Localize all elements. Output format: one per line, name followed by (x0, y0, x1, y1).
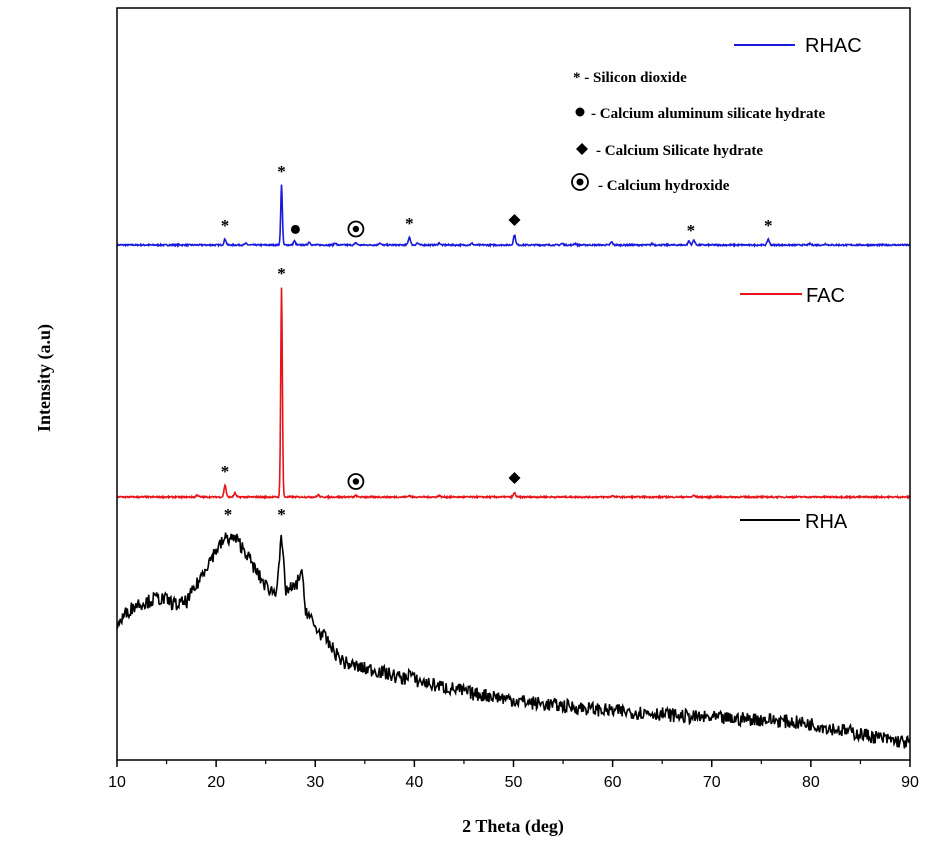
x-tick-label-30: 30 (306, 774, 324, 791)
key-ringed-dot-outer (571, 173, 589, 191)
peak-marker-rhac-6: * (687, 221, 696, 240)
peak-marker-rhac-3-ring (347, 220, 365, 238)
key-ringed-dot-inner (576, 178, 584, 186)
key-circle-marker (575, 107, 585, 117)
key-calcium-aluminum-silicate-hydrate: - Calcium aluminum silicate hydrate (591, 106, 825, 122)
peak-marker-fac-2-dot (352, 478, 360, 485)
x-tick-label-40: 40 (405, 774, 423, 791)
series-line-fac (116, 287, 911, 501)
peak-marker-rha-0: * (224, 505, 233, 524)
peak-marker-rhac-2 (290, 224, 300, 234)
x-tick-label-50: 50 (505, 774, 523, 791)
legend-label-rha: RHA (805, 511, 848, 533)
series-line-rha (116, 532, 911, 749)
peak-marker-rha-1: * (277, 505, 286, 524)
peak-marker-rhac-1: * (277, 162, 286, 181)
x-tick-label-90: 90 (901, 774, 919, 791)
key-calcium-hydroxide: - Calcium hydroxide (598, 178, 730, 194)
peak-marker-rhac-7: * (764, 216, 773, 235)
x-tick-label-20: 20 (207, 774, 225, 791)
y-axis-title: Intensity (a.u) (34, 324, 55, 432)
key-silicon-dioxide: * - Silicon dioxide (573, 70, 687, 86)
key-diamond-marker (576, 143, 588, 155)
peak-marker-fac-3 (508, 472, 521, 484)
legend-label-rhac: RHAC (805, 35, 862, 57)
peak-marker-rhac-3-dot (352, 225, 360, 233)
phase-key: * - Silicon dioxide - Calcium aluminum s… (571, 70, 825, 194)
key-calcium-silicate-hydrate: - Calcium Silicate hydrate (596, 143, 763, 159)
x-tick-label-80: 80 (802, 774, 820, 791)
peak-marker-rhac-0: * (221, 216, 230, 235)
x-tick-label-60: 60 (604, 774, 622, 791)
peak-marker-fac-1: * (277, 264, 286, 283)
peak-marker-fac-2-ring (347, 473, 365, 490)
series-line-rhac (116, 184, 911, 248)
peak-marker-fac-0: * (221, 462, 230, 481)
peak-marker-rhac-4: * (405, 214, 414, 233)
x-tick-label-10: 10 (108, 774, 126, 791)
x-axis-title: 2 Theta (deg) (462, 816, 564, 837)
peak-marker-rhac-5 (508, 214, 521, 226)
legend-label-fac: FAC (806, 285, 845, 307)
x-tick-label-70: 70 (703, 774, 721, 791)
